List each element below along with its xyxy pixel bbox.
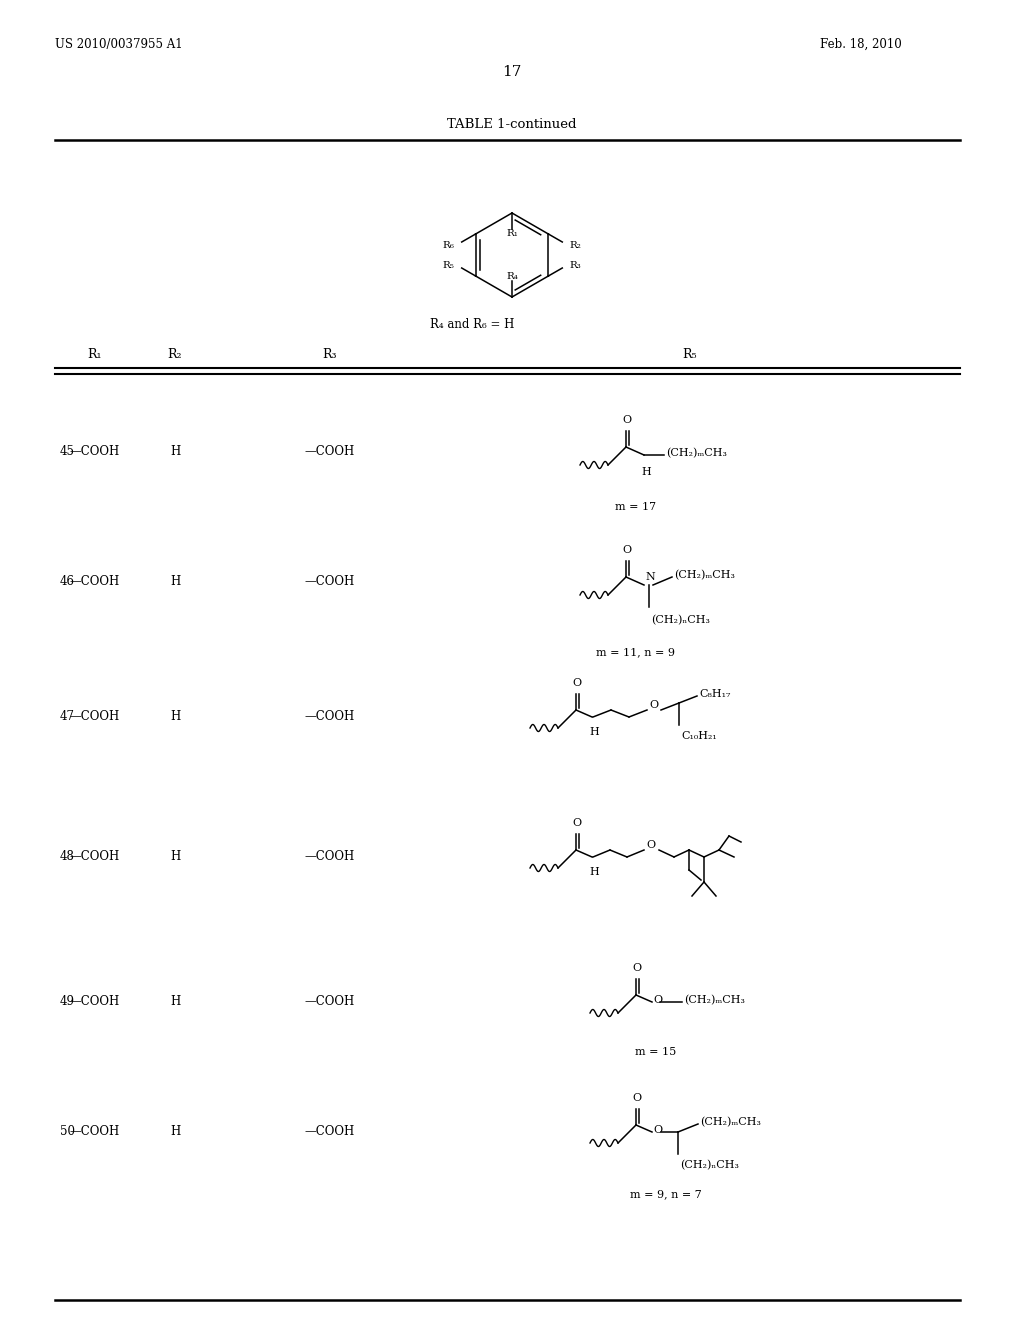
Text: (CH₂)ₘCH₃: (CH₂)ₘCH₃ — [684, 995, 745, 1005]
Text: H: H — [170, 576, 180, 587]
Text: O: O — [572, 678, 582, 688]
Text: —COOH: —COOH — [305, 445, 355, 458]
Text: R₄ and R₆ = H: R₄ and R₆ = H — [430, 318, 514, 331]
Text: R₅: R₅ — [683, 348, 697, 360]
Text: (CH₂)ₘCH₃: (CH₂)ₘCH₃ — [700, 1117, 761, 1127]
Text: m = 11, n = 9: m = 11, n = 9 — [597, 647, 676, 657]
Text: O: O — [649, 700, 658, 710]
Text: —COOH: —COOH — [70, 445, 120, 458]
Text: H: H — [170, 850, 180, 863]
Text: US 2010/0037955 A1: US 2010/0037955 A1 — [55, 38, 182, 51]
Text: m = 15: m = 15 — [635, 1047, 677, 1057]
Text: O: O — [633, 1093, 642, 1104]
Text: 50: 50 — [60, 1125, 75, 1138]
Text: —COOH: —COOH — [70, 710, 120, 723]
Text: H: H — [170, 995, 180, 1008]
Text: C₈H₁₇: C₈H₁₇ — [699, 689, 730, 700]
Text: O: O — [572, 818, 582, 828]
Text: 17: 17 — [503, 65, 521, 79]
Text: —COOH: —COOH — [305, 850, 355, 863]
Text: R₆: R₆ — [442, 240, 455, 249]
Text: 49: 49 — [60, 995, 75, 1008]
Text: R₄: R₄ — [506, 272, 518, 281]
Text: m = 9, n = 7: m = 9, n = 7 — [630, 1189, 701, 1199]
Text: —COOH: —COOH — [305, 1125, 355, 1138]
Text: R₁: R₁ — [506, 228, 518, 238]
Text: —COOH: —COOH — [305, 710, 355, 723]
Text: 47: 47 — [60, 710, 75, 723]
Text: H: H — [170, 445, 180, 458]
Text: —COOH: —COOH — [70, 850, 120, 863]
Text: C₁₀H₂₁: C₁₀H₂₁ — [681, 731, 717, 741]
Text: R₁: R₁ — [88, 348, 102, 360]
Text: 45: 45 — [60, 445, 75, 458]
Text: (CH₂)ₙCH₃: (CH₂)ₙCH₃ — [680, 1160, 739, 1171]
Text: O: O — [646, 840, 655, 850]
Text: (CH₂)ₙCH₃: (CH₂)ₙCH₃ — [651, 615, 710, 626]
Text: O: O — [653, 995, 663, 1005]
Text: R₅: R₅ — [442, 260, 455, 269]
Text: H: H — [170, 1125, 180, 1138]
Text: R₃: R₃ — [323, 348, 337, 360]
Text: R₂: R₂ — [569, 240, 582, 249]
Text: Feb. 18, 2010: Feb. 18, 2010 — [820, 38, 902, 51]
Text: H: H — [641, 467, 651, 477]
Text: —COOH: —COOH — [70, 995, 120, 1008]
Text: N: N — [645, 572, 654, 582]
Text: H: H — [170, 710, 180, 723]
Text: O: O — [633, 964, 642, 973]
Text: H: H — [589, 867, 599, 876]
Text: —COOH: —COOH — [305, 995, 355, 1008]
Text: TABLE 1-continued: TABLE 1-continued — [447, 117, 577, 131]
Text: (CH₂)ₘCH₃: (CH₂)ₘCH₃ — [674, 570, 735, 581]
Text: m = 17: m = 17 — [615, 502, 656, 512]
Text: O: O — [623, 545, 632, 554]
Text: —COOH: —COOH — [70, 1125, 120, 1138]
Text: R₂: R₂ — [168, 348, 182, 360]
Text: O: O — [623, 414, 632, 425]
Text: O: O — [653, 1125, 663, 1135]
Text: —COOH: —COOH — [305, 576, 355, 587]
Text: 48: 48 — [60, 850, 75, 863]
Text: (CH₂)ₘCH₃: (CH₂)ₘCH₃ — [666, 447, 727, 458]
Text: R₃: R₃ — [569, 260, 581, 269]
Text: —COOH: —COOH — [70, 576, 120, 587]
Text: H: H — [589, 727, 599, 737]
Text: 46: 46 — [60, 576, 75, 587]
